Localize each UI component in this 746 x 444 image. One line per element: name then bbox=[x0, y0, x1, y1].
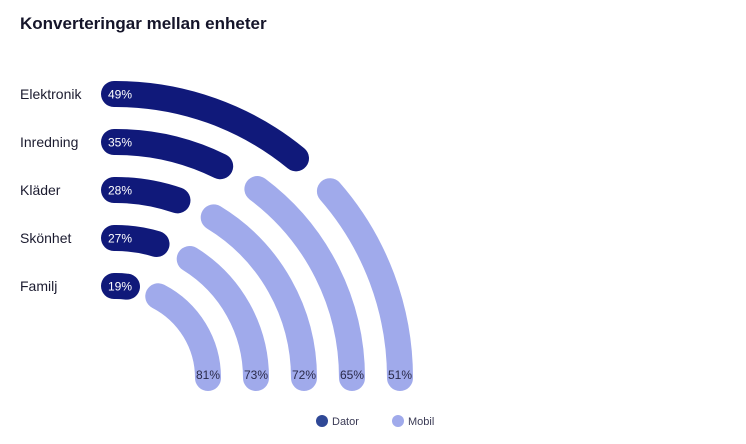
category-label-inredning: Inredning bbox=[20, 134, 78, 150]
bar-dator-klader bbox=[101, 177, 191, 214]
data-label-dator-klader: 28% bbox=[108, 184, 132, 198]
data-label-mobil-familj: 81% bbox=[196, 368, 220, 382]
data-label-mobil-inredning: 65% bbox=[340, 368, 364, 382]
category-label-familj: Familj bbox=[20, 278, 57, 294]
bar-dator-skonhet bbox=[101, 225, 170, 257]
legend-swatch-dator bbox=[316, 415, 328, 427]
bar-mobil-familj bbox=[145, 283, 221, 391]
bar-mobil-skonhet bbox=[176, 245, 269, 391]
data-label-mobil-elektronik: 51% bbox=[388, 368, 412, 382]
bar-dator-familj bbox=[101, 273, 140, 300]
bar-mobil-elektronik bbox=[316, 178, 413, 391]
legend-label-dator: Dator bbox=[332, 416, 359, 428]
legend-swatch-mobil bbox=[392, 415, 404, 427]
bar-dator-elektronik bbox=[101, 81, 309, 172]
category-label-elektronik: Elektronik bbox=[20, 86, 82, 102]
bar-mobil-inredning bbox=[244, 176, 365, 391]
data-label-dator-inredning: 35% bbox=[108, 136, 132, 150]
data-label-dator-elektronik: 49% bbox=[108, 88, 132, 102]
legend-label-mobil: Mobil bbox=[408, 416, 434, 428]
bar-dator-inredning bbox=[101, 129, 234, 180]
data-label-dator-familj: 19% bbox=[108, 280, 132, 294]
data-label-mobil-klader: 72% bbox=[292, 368, 316, 382]
bar-mobil-klader bbox=[200, 204, 317, 391]
data-label-mobil-skonhet: 73% bbox=[244, 368, 268, 382]
category-label-klader: Kläder bbox=[20, 182, 61, 198]
data-label-dator-skonhet: 27% bbox=[108, 232, 132, 246]
category-label-skonhet: Skönhet bbox=[20, 230, 71, 246]
chart-title: Konverteringar mellan enheter bbox=[20, 14, 267, 33]
